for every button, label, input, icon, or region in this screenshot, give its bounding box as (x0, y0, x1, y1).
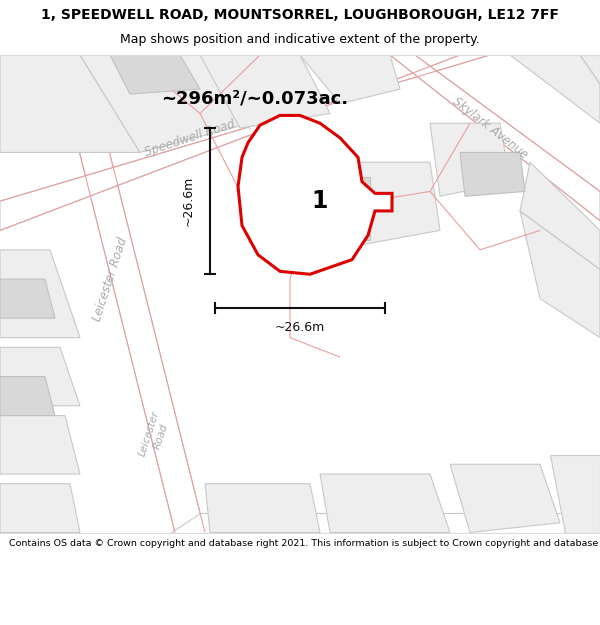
Text: Contains OS data © Crown copyright and database right 2021. This information is : Contains OS data © Crown copyright and d… (9, 539, 600, 548)
Text: Leicester Road: Leicester Road (90, 236, 130, 322)
Text: ~296m²/~0.073ac.: ~296m²/~0.073ac. (161, 90, 349, 108)
Polygon shape (0, 348, 80, 406)
Polygon shape (238, 116, 392, 274)
Text: Speedwell Road: Speedwell Road (143, 117, 237, 159)
Polygon shape (0, 484, 80, 532)
Polygon shape (80, 55, 250, 152)
Polygon shape (450, 464, 560, 532)
Polygon shape (290, 162, 440, 245)
Polygon shape (550, 454, 600, 532)
Polygon shape (0, 55, 140, 152)
Polygon shape (520, 211, 600, 338)
Text: Leicester
Road: Leicester Road (137, 409, 173, 461)
Polygon shape (430, 123, 510, 196)
Text: 1: 1 (312, 189, 328, 213)
Polygon shape (390, 55, 600, 221)
Polygon shape (490, 55, 600, 123)
Polygon shape (580, 55, 600, 84)
Polygon shape (0, 250, 80, 338)
Polygon shape (280, 177, 370, 240)
Polygon shape (170, 513, 600, 532)
Polygon shape (110, 55, 200, 94)
Text: 1, SPEEDWELL ROAD, MOUNTSORREL, LOUGHBOROUGH, LE12 7FF: 1, SPEEDWELL ROAD, MOUNTSORREL, LOUGHBOR… (41, 8, 559, 22)
Polygon shape (460, 152, 525, 196)
Polygon shape (0, 55, 490, 231)
Polygon shape (55, 55, 205, 532)
Text: Skylark Avenue: Skylark Avenue (450, 95, 530, 161)
Text: ~26.6m: ~26.6m (275, 321, 325, 334)
Text: Map shows position and indicative extent of the property.: Map shows position and indicative extent… (120, 33, 480, 46)
Polygon shape (0, 377, 55, 416)
Polygon shape (520, 162, 600, 269)
Polygon shape (0, 279, 55, 318)
Polygon shape (0, 416, 80, 474)
Text: ~26.6m: ~26.6m (182, 176, 194, 226)
Polygon shape (300, 55, 400, 104)
Polygon shape (320, 474, 450, 532)
Polygon shape (200, 55, 330, 128)
Polygon shape (205, 484, 320, 532)
